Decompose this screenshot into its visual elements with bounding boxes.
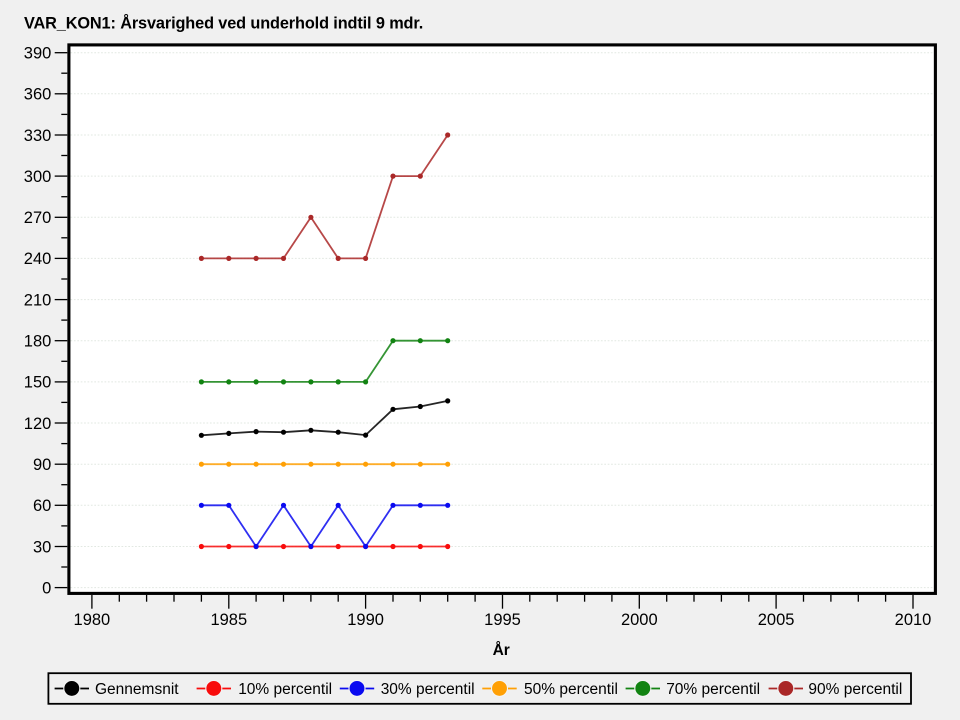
svg-text:0: 0	[42, 579, 51, 597]
svg-text:2005: 2005	[758, 611, 795, 629]
svg-text:90% percentil: 90% percentil	[808, 681, 902, 698]
svg-text:30: 30	[33, 538, 51, 556]
svg-text:10% percentil: 10% percentil	[238, 681, 332, 698]
svg-text:240: 240	[24, 250, 52, 268]
svg-text:210: 210	[24, 291, 52, 309]
svg-text:60: 60	[33, 497, 51, 515]
svg-text:90: 90	[33, 456, 51, 474]
svg-text:70% percentil: 70% percentil	[666, 681, 760, 698]
svg-text:1995: 1995	[484, 611, 521, 629]
svg-text:270: 270	[24, 209, 52, 227]
svg-text:390: 390	[24, 45, 52, 63]
svg-text:1980: 1980	[74, 611, 111, 629]
svg-text:1985: 1985	[210, 611, 247, 629]
svg-text:300: 300	[24, 168, 52, 186]
svg-text:180: 180	[24, 333, 52, 351]
svg-text:330: 330	[24, 127, 52, 145]
svg-text:VAR_KON1: Årsvarighed ved unde: VAR_KON1: Årsvarighed ved underhold indt…	[24, 13, 423, 32]
svg-text:50% percentil: 50% percentil	[524, 681, 618, 698]
svg-text:Gennemsnit: Gennemsnit	[95, 681, 179, 698]
svg-text:30% percentil: 30% percentil	[381, 681, 475, 698]
svg-text:2000: 2000	[621, 611, 658, 629]
svg-text:120: 120	[24, 415, 52, 433]
svg-text:360: 360	[24, 86, 52, 104]
svg-text:150: 150	[24, 374, 52, 392]
svg-text:År: År	[493, 642, 510, 659]
svg-text:2010: 2010	[895, 611, 932, 629]
svg-text:1990: 1990	[347, 611, 384, 629]
